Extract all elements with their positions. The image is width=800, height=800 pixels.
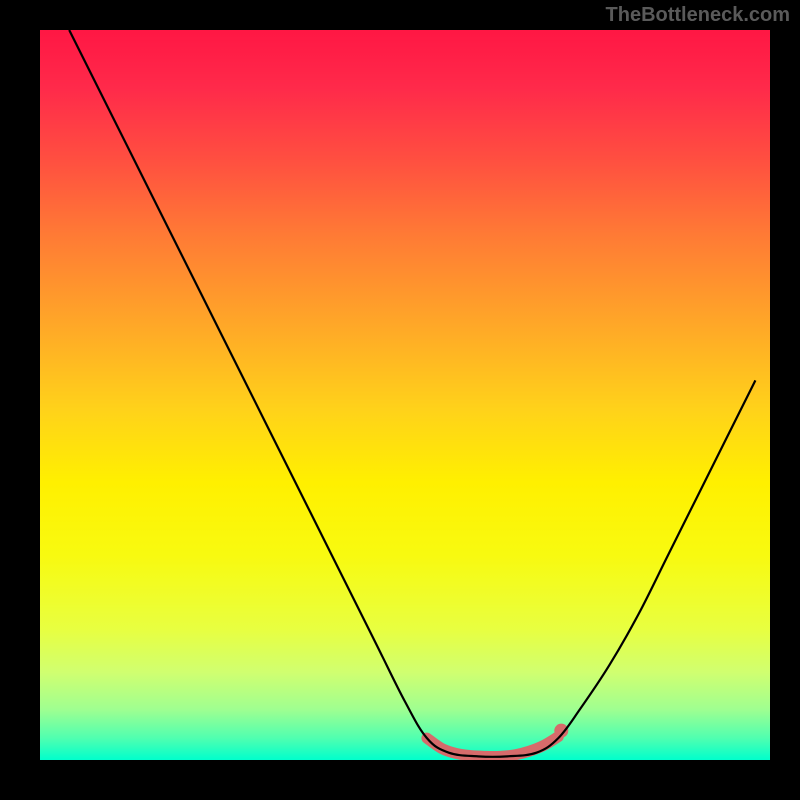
bottleneck-chart <box>0 0 800 800</box>
gradient-background <box>40 30 770 760</box>
chart-container: TheBottleneck.com <box>0 0 800 800</box>
attribution-label: TheBottleneck.com <box>606 4 790 27</box>
